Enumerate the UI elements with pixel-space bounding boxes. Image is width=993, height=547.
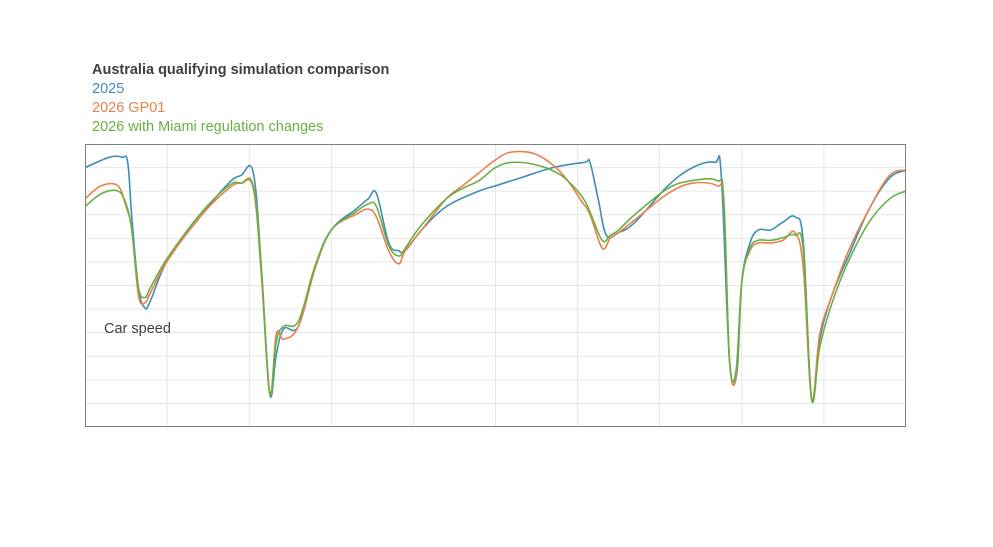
legend: Australia qualifying simulation comparis… [92, 61, 389, 137]
plot-area [85, 144, 906, 427]
legend-entry-2026-gp01: 2026 GP01 [92, 100, 166, 116]
chart-title: Australia qualifying simulation comparis… [92, 62, 390, 78]
series-line-0 [85, 155, 906, 403]
series-line-2 [85, 161, 906, 404]
legend-entry-2026-miami: 2026 with Miami regulation changes [92, 119, 324, 135]
legend-entry-2025: 2025 [92, 81, 125, 97]
series-line-1 [85, 150, 906, 402]
car-speed-label: Car speed [104, 321, 171, 337]
series-lines [85, 150, 906, 404]
plot-border [85, 144, 906, 427]
